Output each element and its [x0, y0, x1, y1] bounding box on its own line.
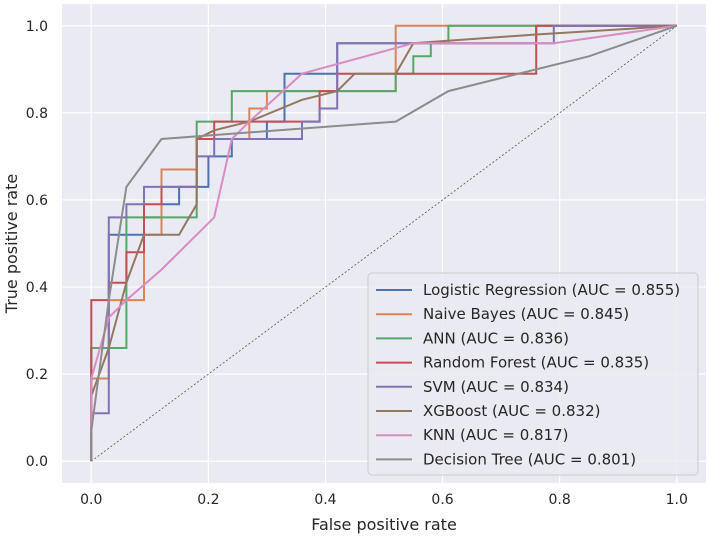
legend: Logistic Regression (AUC = 0.855) Naive B…	[367, 272, 699, 476]
legend-entry: KNN (AUC = 0.817)	[423, 426, 569, 444]
x-tick-label: 1.0	[666, 492, 688, 508]
series-line-5	[90, 24, 677, 462]
y-tick-label: 0.8	[26, 106, 48, 122]
y-tick-label: 1.0	[26, 19, 48, 35]
y-tick-labels: 0.0 0.2 0.4 0.6 0.8 1.0	[26, 19, 48, 470]
x-tick-label: 0.2	[197, 492, 219, 508]
series-line-7	[90, 24, 678, 462]
x-tick-labels: 0.0 0.2 0.4 0.6 0.8 1.0	[80, 492, 688, 508]
x-tick-label: 0.6	[431, 492, 453, 508]
legend-entry: Random Forest (AUC = 0.835)	[423, 354, 649, 372]
x-tick-label: 0.4	[314, 492, 336, 508]
grid-lines	[62, 4, 706, 483]
x-tick-label: 0.0	[80, 492, 102, 508]
legend-entry: SVM (AUC = 0.834)	[423, 378, 569, 396]
x-tick-label: 0.8	[549, 492, 571, 508]
legend-entry: XGBoost (AUC = 0.832)	[423, 402, 600, 420]
y-tick-label: 0.2	[26, 367, 48, 383]
x-axis-title: False positive rate	[311, 515, 457, 534]
legend-entry: Logistic Regression (AUC = 0.855)	[423, 281, 680, 299]
legend-box	[367, 272, 699, 476]
y-tick-label: 0.0	[26, 454, 48, 470]
y-tick-label: 0.4	[26, 280, 48, 296]
y-tick-label: 0.6	[26, 193, 48, 209]
y-axis-title: True positive rate	[2, 174, 21, 314]
chance-diagonal-line	[91, 25, 677, 462]
series-lines	[90, 24, 678, 462]
legend-entry: Decision Tree (AUC = 0.801)	[423, 450, 636, 468]
legend-entry: Naive Bayes (AUC = 0.845)	[423, 305, 629, 323]
legend-entry: ANN (AUC = 0.836)	[423, 329, 569, 347]
